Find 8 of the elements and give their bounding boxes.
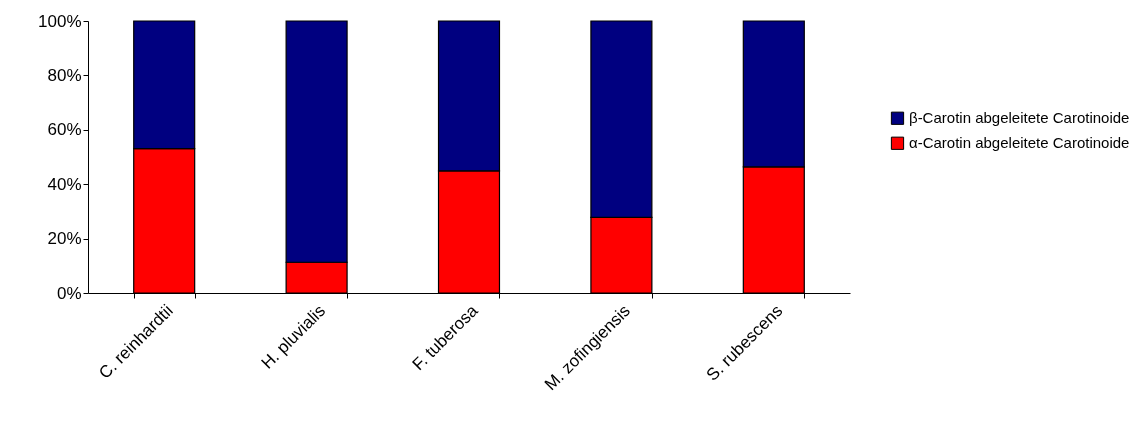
y-tick-label: 40% bbox=[47, 174, 82, 194]
y-tick-label: 20% bbox=[47, 229, 82, 249]
y-tick-label: 60% bbox=[47, 120, 82, 140]
y-tick-label: 0% bbox=[56, 283, 82, 303]
y-tick-label: 80% bbox=[47, 65, 82, 85]
legend-label: α-Carotin abgeleitete Carotinoide bbox=[909, 134, 1130, 152]
y-tick-label: 100% bbox=[38, 11, 82, 31]
legend-label: β-Carotin abgeleitete Carotinoide bbox=[909, 109, 1130, 127]
